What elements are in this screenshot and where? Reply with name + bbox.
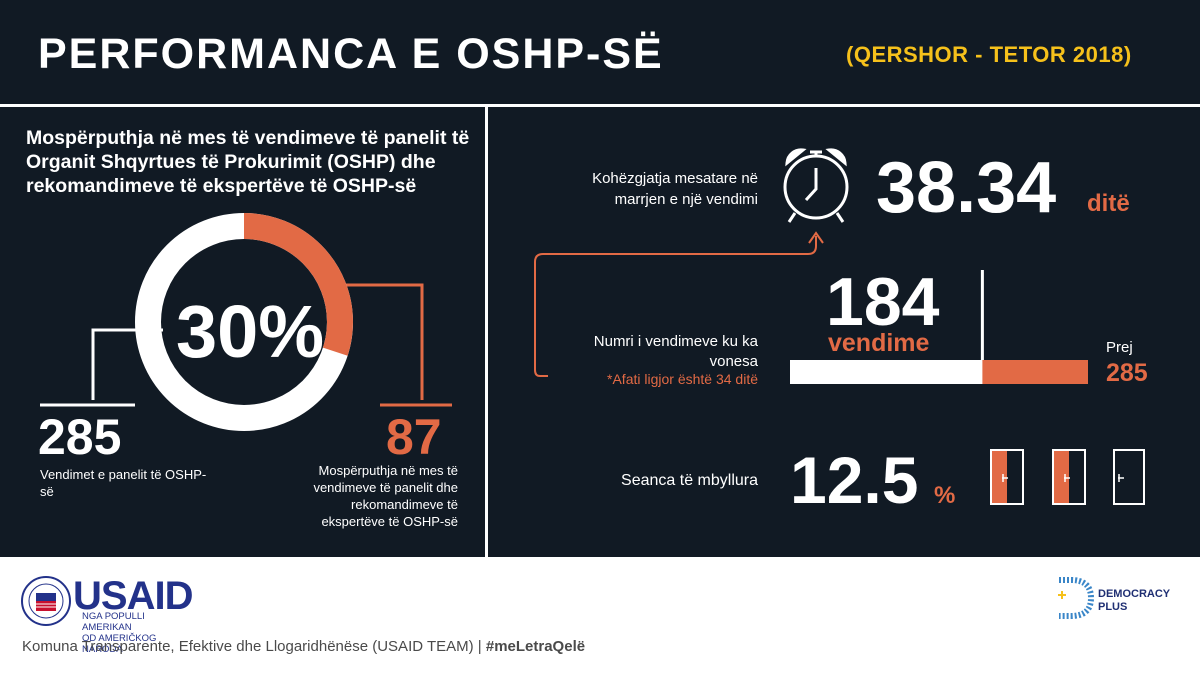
- infographic-panel: PERFORMANCA E OSHP-SË (QERSHOR - TETOR 2…: [0, 0, 1200, 557]
- delayed-bar-remainder: [982, 360, 1088, 384]
- delayed-decisions-unit: vendime: [828, 329, 930, 357]
- democracy-plus-logo-icon: [1058, 577, 1095, 619]
- footer-project-name: Komuna Transparente, Efektive dhe Llogar…: [22, 638, 486, 655]
- usaid-tagline: NGA POPULLI AMERIKAN OD AMERIČKOG NARODA: [82, 611, 157, 655]
- total-decisions-caption: Vendimet e panelit të OSHP-së: [40, 467, 207, 499]
- open-door-icon: [1113, 449, 1145, 505]
- out-of-label: Prej: [1106, 339, 1133, 356]
- democracy-plus-logo-text: DEMOCRACY PLUS: [1098, 588, 1171, 613]
- mismatch-percentage: 30%: [175, 290, 325, 373]
- date-range: (QERSHOR - TETOR 2018): [846, 42, 1132, 67]
- mismatch-connector-line: [330, 283, 452, 407]
- closed-door-icon: [990, 449, 1024, 505]
- deadline-connector-line: [534, 236, 817, 377]
- alarm-clock-icon: [783, 148, 849, 223]
- footer-text: Komuna Transparente, Efektive dhe Llogar…: [22, 638, 585, 655]
- duration-label: Kohëzgjatja mesatare në marrjen e një ve…: [592, 170, 758, 208]
- mismatch-caption: Mospërputhja në mes të vendimeve të pane…: [313, 463, 458, 529]
- header-divider: [0, 104, 1200, 107]
- deadline-note: *Afati ligjor është 34 ditë: [607, 371, 758, 387]
- mismatch-number: 87: [386, 409, 442, 465]
- delayed-decisions-number: 184: [826, 264, 940, 340]
- closed-sessions-unit: %: [934, 482, 956, 509]
- duration-value: 38.34: [876, 148, 1057, 228]
- closed-sessions-label: Seanca të mbyllura: [621, 472, 758, 489]
- footer-hashtag: #meLetraQelë: [485, 638, 586, 655]
- column-divider: [485, 107, 488, 557]
- page-title: PERFORMANCA E OSHP-SË: [38, 30, 664, 78]
- total-decisions-number: 285: [38, 409, 122, 465]
- closed-sessions-value: 12.5: [790, 443, 919, 517]
- duration-unit: ditë: [1087, 190, 1130, 217]
- connector-arrow-icon: [808, 231, 824, 244]
- donut-ring-mismatch-share: [135, 213, 353, 431]
- out-of-value: 285: [1106, 359, 1148, 387]
- delayed-decisions-label: Numri i vendimeve ku ka vonesa: [593, 333, 758, 370]
- left-graphics: [40, 148, 1145, 505]
- closed-door-icon: [1052, 449, 1086, 505]
- usaid-logo-text: USAID: [73, 574, 193, 618]
- usaid-seal-icon: [21, 576, 71, 626]
- mismatch-heading: Mospërputhja në mes të vendimeve të pane…: [26, 127, 470, 197]
